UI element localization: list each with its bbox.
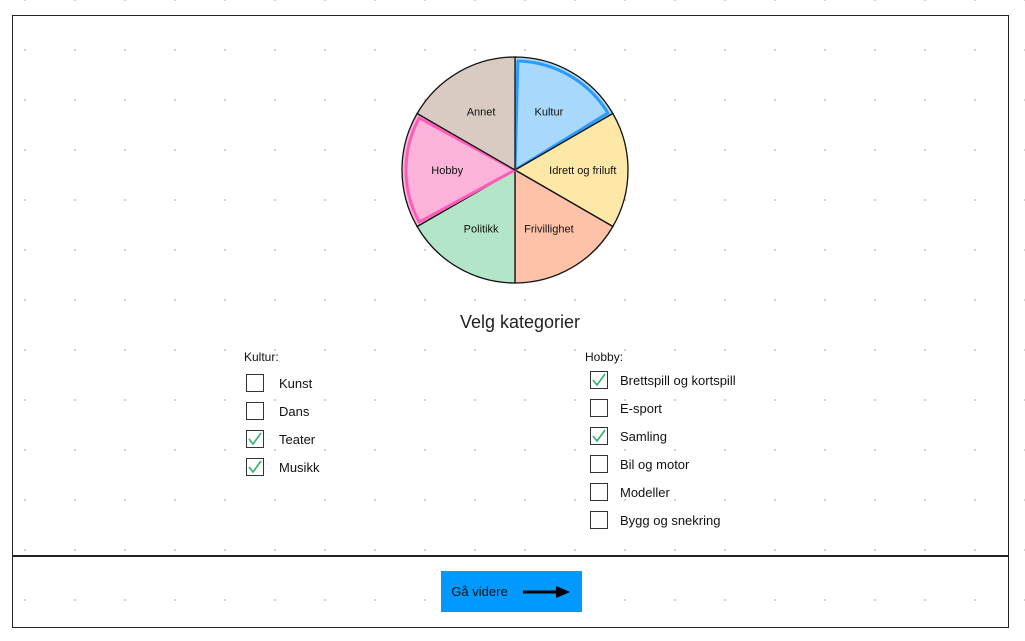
- checkbox-row-bygg-og-snekring[interactable]: Bygg og snekring: [590, 509, 720, 531]
- pie-label-frivillighet: Frivillighet: [524, 224, 574, 236]
- checkbox-bygg-og-snekring[interactable]: [590, 511, 608, 529]
- group-title-kultur: Kultur:: [244, 350, 279, 364]
- checkbox-label: Samling: [620, 428, 667, 444]
- pie-slice-politikk[interactable]: [416, 168, 516, 284]
- arrow-right-icon: [522, 585, 570, 598]
- pie-label-politikk: Politikk: [464, 224, 499, 236]
- footer-panel: [12, 556, 1009, 628]
- checkbox-label: Teater: [279, 431, 316, 447]
- pie-slice-highlight-hobby: [404, 116, 517, 224]
- checkbox-row-esport[interactable]: E-sport: [590, 397, 662, 419]
- checkbox-bil-og-motor[interactable]: [590, 455, 608, 473]
- checkbox-label: Dans: [279, 403, 310, 419]
- checkbox-label: E-sport: [620, 400, 662, 416]
- checkbox-row-brettspill[interactable]: Brettspill og kortspill: [590, 369, 736, 391]
- pie-label-hobby: Hobby: [431, 165, 463, 177]
- checkbox-brettspill[interactable]: [590, 371, 608, 389]
- checkbox-kunst[interactable]: [246, 374, 264, 392]
- pie-label-kultur: Kultur: [535, 106, 564, 118]
- main-panel: [12, 15, 1009, 556]
- pie-slice-idrett-og-friluft[interactable]: [513, 112, 629, 228]
- pie-slice-hobby[interactable]: [401, 112, 517, 228]
- pie-label-annet: Annet: [467, 106, 496, 118]
- checkbox-row-samling[interactable]: Samling: [590, 425, 667, 447]
- checkbox-samling[interactable]: [590, 427, 608, 445]
- checkbox-row-musikk[interactable]: Musikk: [246, 456, 319, 478]
- checkmark-icon: [248, 432, 262, 446]
- checkmark-icon: [592, 429, 606, 443]
- continue-button-label: Gå videre: [451, 584, 508, 599]
- checkbox-teater[interactable]: [246, 430, 264, 448]
- checkbox-dans[interactable]: [246, 402, 264, 420]
- pie-label-idrett-og-friluft: Idrett og friluft: [549, 165, 616, 177]
- page-title: Velg kategorier: [459, 312, 581, 332]
- checkbox-row-dans[interactable]: Dans: [246, 400, 309, 422]
- checkbox-row-bil-og-motor[interactable]: Bil og motor: [590, 453, 689, 475]
- checkbox-label: Bygg og snekring: [620, 512, 721, 528]
- checkbox-row-teater[interactable]: Teater: [246, 428, 315, 450]
- checkmark-icon: [248, 460, 262, 474]
- checkmark-icon: [592, 373, 606, 387]
- checkbox-row-kunst[interactable]: Kunst: [246, 372, 312, 394]
- checkbox-label: Modeller: [620, 484, 670, 500]
- pie-slice-frivillighet[interactable]: [514, 168, 614, 284]
- group-title-hobby: Hobby:: [585, 350, 624, 364]
- checkbox-row-modeller[interactable]: Modeller: [590, 481, 670, 503]
- checkbox-modeller[interactable]: [590, 483, 608, 501]
- checkbox-label: Musikk: [279, 459, 320, 475]
- checkbox-label: Brettspill og kortspill: [620, 372, 736, 388]
- checkbox-musikk[interactable]: [246, 458, 264, 476]
- checkbox-esport[interactable]: [590, 399, 608, 417]
- continue-button[interactable]: Gå videre: [441, 571, 582, 612]
- pie-slice-kultur[interactable]: [514, 56, 614, 172]
- pie-slice-highlight-kultur: [513, 59, 610, 172]
- checkbox-label: Bil og motor: [620, 456, 690, 472]
- pie-slice-annet[interactable]: [416, 56, 516, 172]
- checkbox-label: Kunst: [279, 375, 313, 391]
- category-pie-chart: Kultur Idrett og friluft Frivillighet Polit…: [401, 56, 629, 284]
